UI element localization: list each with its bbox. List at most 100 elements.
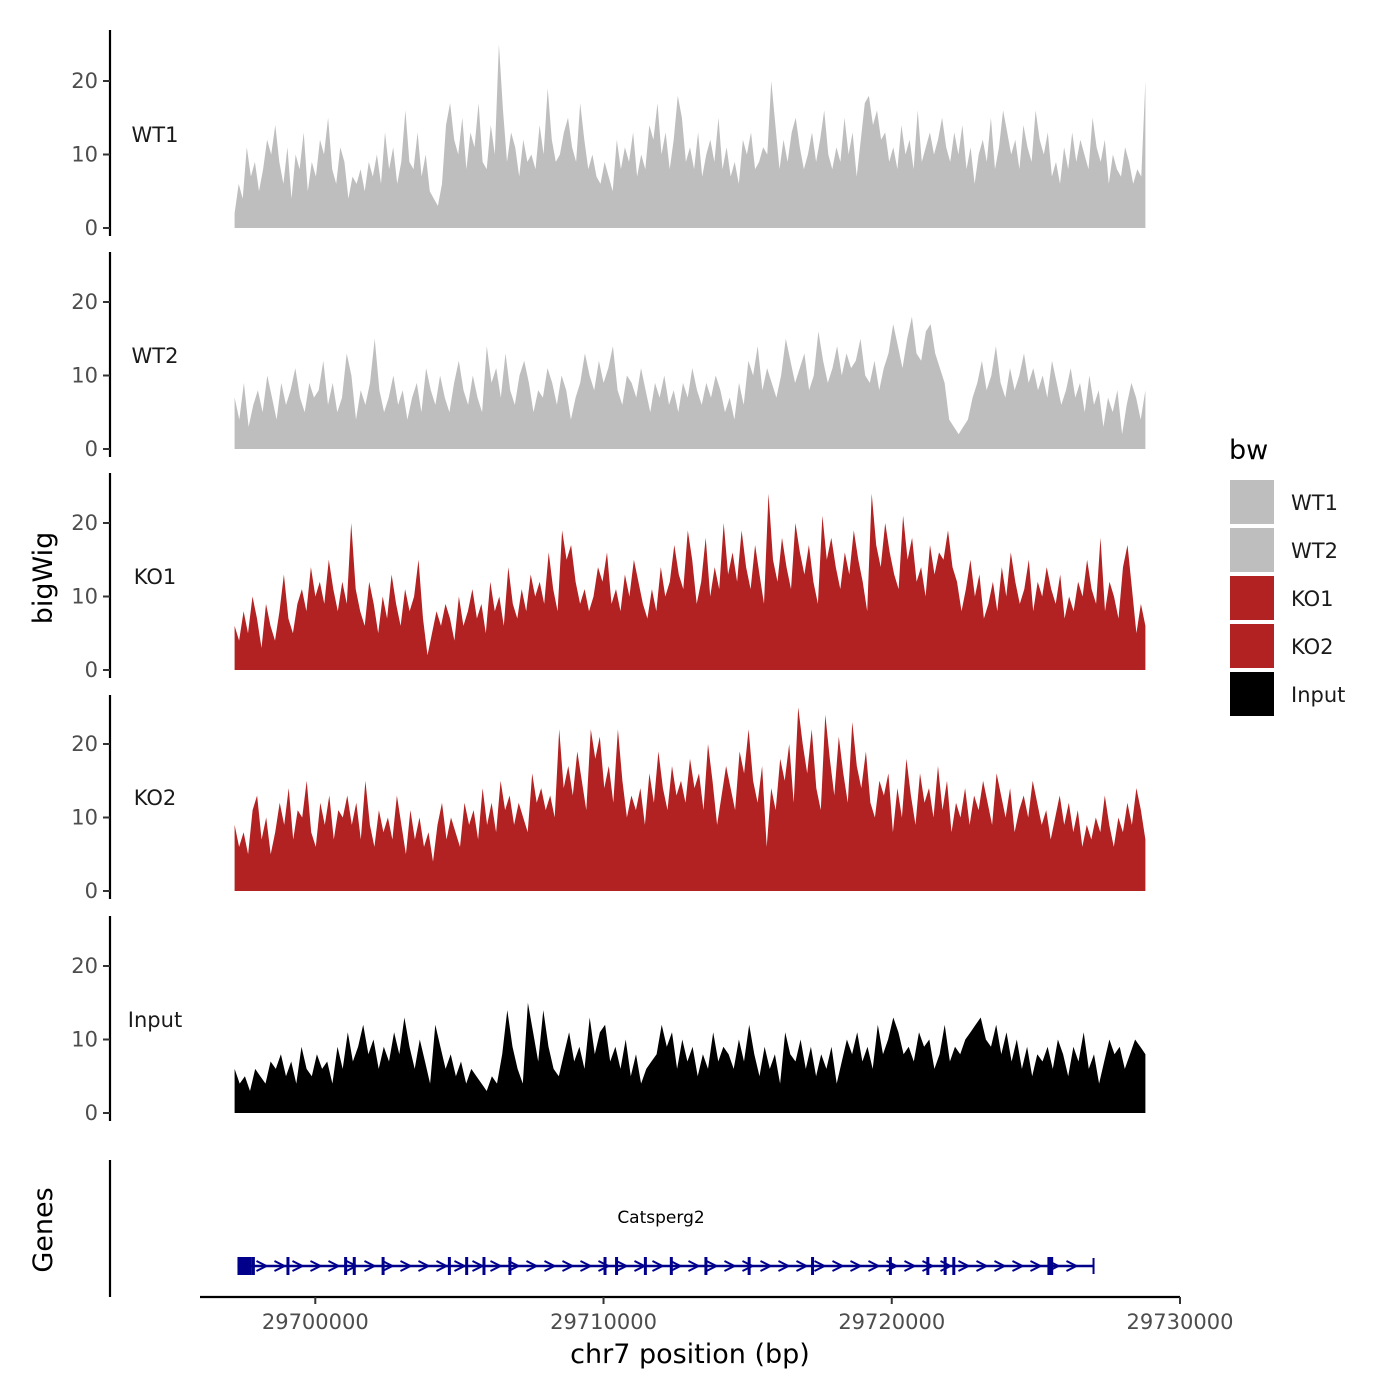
strand-arrow: [364, 1260, 377, 1272]
strand-arrow: [292, 1260, 305, 1272]
strand-arrow: [490, 1260, 503, 1272]
strand-arrow: [976, 1260, 989, 1272]
genes-axis-title: Genes: [28, 1187, 59, 1272]
x-tick-label: 29710000: [550, 1310, 657, 1334]
signal-area-input: [234, 1002, 1146, 1113]
exon: [344, 1257, 348, 1275]
strand-arrow: [814, 1260, 827, 1272]
legend-item-wt1: WT1: [1230, 480, 1338, 524]
legend-item-ko2: KO2: [1230, 624, 1334, 668]
legend-swatch: [1230, 624, 1274, 668]
exon: [286, 1257, 290, 1275]
strand-arrow: [850, 1260, 863, 1272]
strand-arrow: [832, 1260, 845, 1272]
track-wt1: 0 10 20 WT1: [71, 30, 1146, 240]
exon: [704, 1257, 708, 1275]
x-tick-label: 29720000: [838, 1310, 945, 1334]
legend-item-input: Input: [1230, 672, 1345, 716]
exon: [465, 1257, 469, 1275]
signal-area-wt2: [234, 316, 1146, 449]
exon: [747, 1257, 751, 1275]
legend-label: KO2: [1291, 635, 1334, 659]
legend-swatch: [1230, 480, 1274, 524]
exon: [952, 1257, 956, 1275]
strand-arrow: [1030, 1260, 1043, 1272]
y-tick-label: 20: [71, 954, 98, 978]
strand-arrow: [706, 1260, 719, 1272]
gene-name-label: Catsperg2: [617, 1208, 704, 1228]
y-tick-label: 20: [71, 290, 98, 314]
strand-arrow: [310, 1260, 323, 1272]
strand-arrow: [724, 1260, 737, 1272]
exon: [251, 1257, 255, 1275]
x-axis: 29700000 29710000 29720000 29730000: [200, 1295, 1234, 1334]
y-tick-label: 10: [71, 143, 98, 167]
strand-arrow: [868, 1260, 881, 1272]
x-tick-label: 29730000: [1127, 1310, 1234, 1334]
y-tick-label: 0: [85, 658, 98, 682]
strand-arrow: [796, 1260, 809, 1272]
y-tick-label: 10: [71, 806, 98, 830]
legend-label: WT2: [1291, 539, 1338, 563]
strand-arrow: [400, 1260, 413, 1272]
strand-arrow: [958, 1260, 971, 1272]
signal-area-wt1: [234, 44, 1146, 228]
strand-arrow: [256, 1260, 269, 1272]
track-label: WT1: [132, 123, 179, 147]
y-axis-title: bigWig: [28, 532, 59, 625]
strand-arrow: [994, 1260, 1007, 1272]
strand-arrow: [346, 1260, 359, 1272]
exon: [943, 1257, 947, 1275]
strand-arrow: [598, 1260, 611, 1272]
signal-tracks: 0 10 20 WT1 0 10 20 WT2 0 10 20 KO1 0 10 20 KO2 0 10 20 Inp…: [71, 30, 1146, 1125]
track-wt2: 0 10 20 WT2: [71, 252, 1146, 461]
strand-arrow: [652, 1260, 665, 1272]
exon: [615, 1257, 619, 1275]
strand-arrow: [382, 1260, 395, 1272]
track-label: Input: [128, 1008, 182, 1032]
exon: [926, 1257, 930, 1275]
strand-arrow: [274, 1260, 287, 1272]
exon: [381, 1257, 385, 1275]
y-tick-label: 10: [71, 1028, 98, 1052]
exon: [669, 1257, 673, 1275]
legend-title: bw: [1229, 435, 1268, 466]
exon: [352, 1257, 356, 1275]
y-tick-label: 10: [71, 364, 98, 388]
strand-arrow: [544, 1260, 557, 1272]
strand-arrow: [616, 1260, 629, 1272]
legend-label: WT1: [1291, 491, 1338, 515]
strand-arrow: [1066, 1260, 1079, 1272]
y-tick-label: 10: [71, 585, 98, 609]
y-tick-label: 0: [85, 216, 98, 240]
track-label: WT2: [132, 344, 179, 368]
legend-swatch: [1230, 672, 1274, 716]
strand-arrow: [778, 1260, 791, 1272]
strand-arrow: [1012, 1260, 1025, 1272]
genes-panel: Catsperg2: [108, 1160, 1095, 1297]
strand-arrow: [688, 1260, 701, 1272]
y-tick-label: 20: [71, 732, 98, 756]
x-tick-label: 29700000: [262, 1310, 369, 1334]
legend-label: Input: [1291, 683, 1345, 707]
legend-swatch: [1230, 528, 1274, 572]
track-ko1: 0 10 20 KO1: [71, 473, 1146, 682]
gene-model: Catsperg2: [237, 1208, 1095, 1275]
signal-area-ko2: [234, 707, 1146, 891]
track-input: 0 10 20 Input: [71, 916, 1146, 1125]
exon: [888, 1257, 892, 1275]
exon: [811, 1257, 815, 1275]
exon: [447, 1257, 451, 1275]
legend-item-ko1: KO1: [1230, 576, 1334, 620]
x-axis-title: chr7 position (bp): [570, 1339, 810, 1370]
y-tick-label: 20: [71, 69, 98, 93]
strand-arrow: [760, 1260, 773, 1272]
legend: bw WT1 WT2 KO1 KO2 Input: [1229, 435, 1345, 716]
strand-arrow: [454, 1260, 467, 1272]
track-label: KO1: [134, 565, 177, 589]
strand-arrow: [670, 1260, 683, 1272]
legend-label: KO1: [1291, 587, 1334, 611]
y-tick-label: 0: [85, 437, 98, 461]
exon: [482, 1257, 486, 1275]
